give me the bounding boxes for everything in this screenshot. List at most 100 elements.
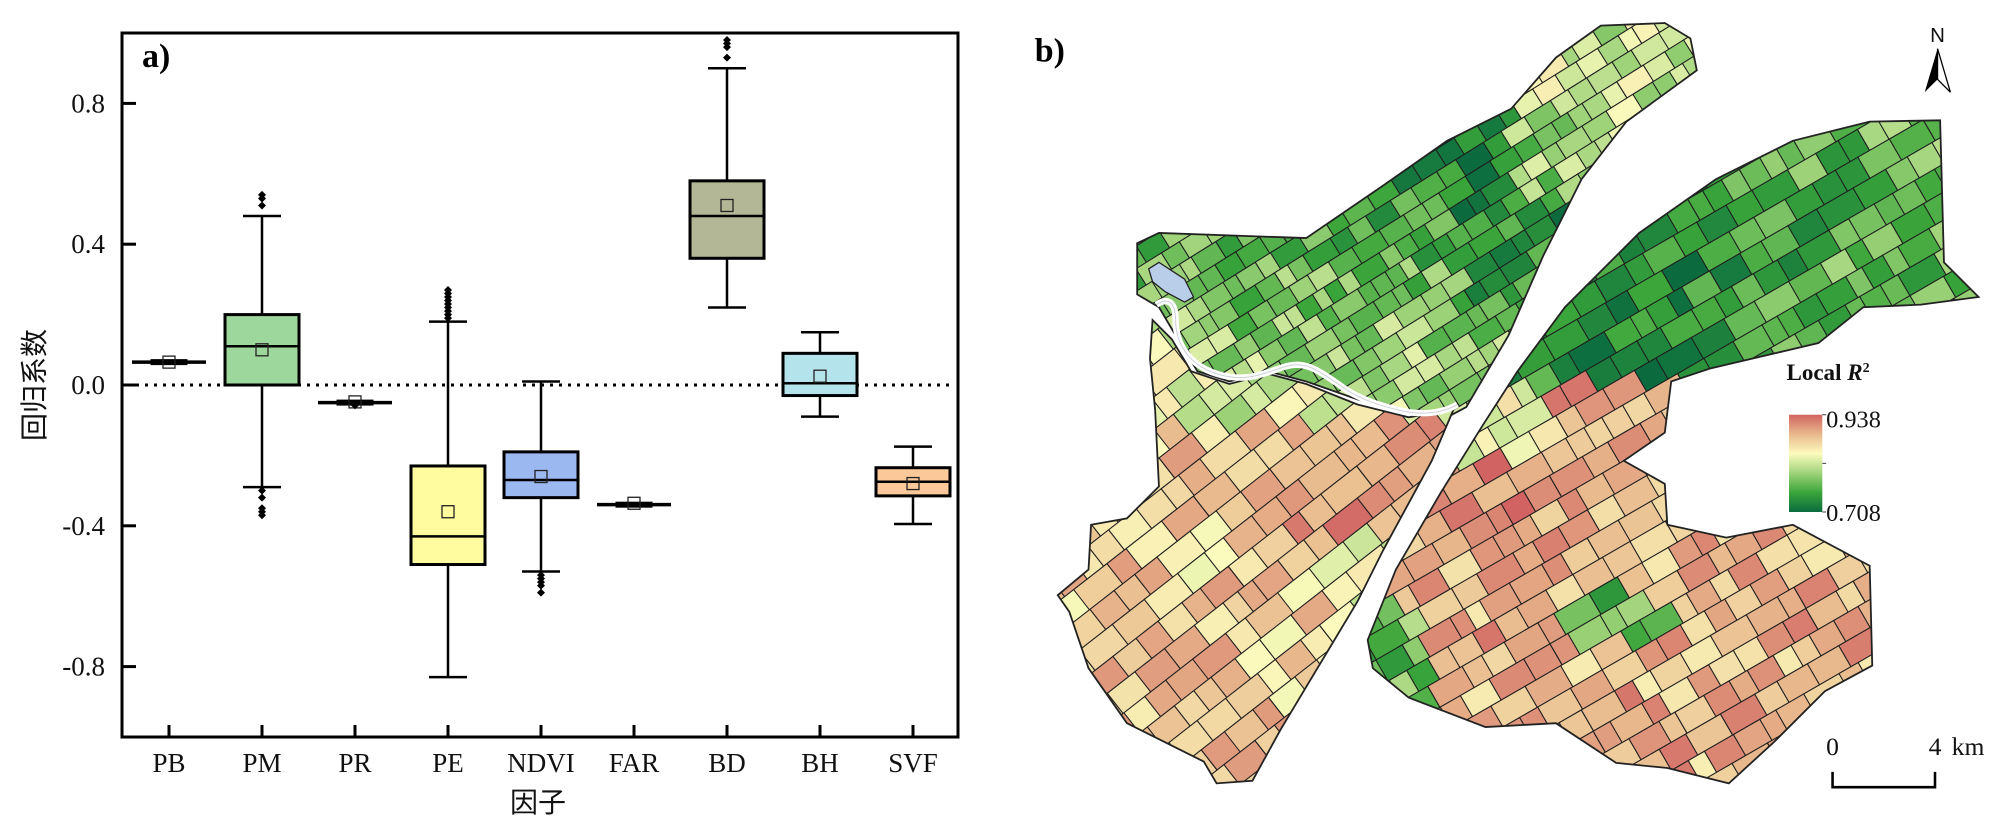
- map-parcel: [1944, 300, 1966, 324]
- map-parcel: [1967, 443, 1991, 468]
- map-parcel: [1160, 0, 1198, 21]
- map-parcel: [1057, 186, 1091, 219]
- map-parcel: [1231, 0, 1267, 22]
- map-parcel: [1922, 557, 1953, 587]
- map-parcel: [1529, 34, 1558, 63]
- map-parcel: [1173, 183, 1210, 217]
- map-parcel: [1707, 459, 1756, 505]
- map-parcel: [1088, 172, 1120, 202]
- map-parcel: [1020, 621, 1053, 653]
- map-parcel: [1020, 0, 1030, 4]
- map-parcel: [1132, 140, 1166, 175]
- map-parcel: [1969, 162, 2005, 195]
- map-parcel: [1367, 120, 1374, 121]
- map-parcel: [1091, 417, 1126, 449]
- map-parcel: [1907, 570, 1933, 596]
- map-parcel: [1173, 124, 1196, 149]
- map-parcel: [1162, 180, 1198, 215]
- x-tick-label: PR: [338, 748, 371, 778]
- map-parcel: [1335, 23, 1370, 48]
- map-parcel: [1039, 651, 1077, 685]
- map-parcel: [1182, 796, 1209, 823]
- map-parcel: [1029, 422, 1070, 460]
- outlier-point: [258, 486, 266, 495]
- map-parcel: [1385, 34, 1428, 75]
- map-parcel: [1039, 317, 1069, 345]
- map-parcel: [1024, 218, 1046, 241]
- map-parcel: [1618, 133, 1653, 165]
- map-parcel: [1120, 760, 1162, 784]
- map-parcel: [1205, 121, 1238, 152]
- y-tick-label: -0.4: [62, 511, 105, 541]
- map-parcel: [1410, 64, 1437, 91]
- map-parcel: [1020, 519, 1055, 557]
- map-parcel: [1060, 96, 1096, 128]
- map-parcel: [1398, 0, 1429, 8]
- map-parcel: [1199, 40, 1246, 81]
- map-parcel: [1995, 106, 2008, 134]
- map-parcel: [1763, 50, 1786, 74]
- map-parcel: [1858, 3, 1895, 38]
- map-parcel: [1420, 715, 1447, 742]
- map-parcel: [1636, 145, 1669, 177]
- map-parcel: [1949, 111, 1978, 139]
- map-parcel: [1917, 0, 1940, 1]
- map-parcel: [1020, 182, 1030, 228]
- map-parcel: [1356, 54, 1401, 97]
- map-parcel: [1031, 146, 1053, 170]
- map-parcel: [1057, 610, 1064, 646]
- map-parcel: [1020, 225, 1034, 250]
- map-parcel: [1495, 733, 1527, 763]
- map-parcel: [1087, 110, 1111, 135]
- map-parcel: [1159, 150, 1195, 186]
- map-parcel: [1944, 550, 1966, 573]
- map-parcel: [1354, 741, 1395, 781]
- map-parcel: [1072, 321, 1099, 348]
- map-parcel: [1441, 23, 1473, 27]
- map-parcel: [1880, 0, 1916, 2]
- map-parcel: [1137, 128, 1154, 162]
- map-parcel: [1203, 17, 1236, 50]
- map-parcel: [1082, 196, 1117, 228]
- outlier-point: [258, 201, 266, 210]
- map-parcel: [1635, 787, 1669, 822]
- map-parcel: [1434, 62, 1473, 101]
- map-parcel: [1443, 25, 1480, 62]
- map-parcel: [1549, 23, 1575, 27]
- map-parcel: [1051, 88, 1073, 112]
- map-parcel: [1405, 57, 1439, 91]
- map-parcel: [1367, 128, 1385, 164]
- map-parcel: [1020, 490, 1049, 523]
- map-parcel: [1972, 372, 1996, 397]
- map-parcel: [1471, 754, 1493, 778]
- map-parcel: [1130, 24, 1177, 65]
- map-parcel: [1963, 332, 1987, 357]
- map-parcel: [1808, 0, 1845, 10]
- map-parcel: [1245, 130, 1285, 167]
- collapsed-iqr: [150, 359, 188, 366]
- map-parcel: [1305, 714, 1339, 745]
- map-parcel: [1281, 0, 1308, 14]
- box-ndvi: [502, 380, 580, 597]
- map-parcel: [1335, 759, 1372, 784]
- map-parcel: [1741, 437, 1785, 479]
- map-parcel: [1028, 261, 1051, 285]
- map-parcel: [1150, 794, 1175, 819]
- map-parcel: [1369, 808, 1407, 832]
- map-parcel: [1347, 103, 1374, 131]
- map-parcel: [1402, 110, 1436, 142]
- map-parcel: [1021, 0, 1050, 18]
- map-parcel: [1314, 827, 1339, 832]
- map-parcel: [1038, 155, 1074, 187]
- map-parcel: [1705, 0, 1738, 20]
- map-parcel: [1265, 124, 1312, 168]
- map-parcel: [1522, 0, 1565, 7]
- map-parcel: [1758, 9, 1786, 39]
- map-parcel: [1029, 419, 1051, 443]
- map-parcel: [1084, 245, 1112, 272]
- map-parcel: [1020, 204, 1033, 232]
- map-parcel: [1228, 0, 1264, 2]
- map-parcel: [1094, 257, 1142, 302]
- map-parcel: [1041, 244, 1088, 285]
- map-parcel: [1261, 41, 1293, 72]
